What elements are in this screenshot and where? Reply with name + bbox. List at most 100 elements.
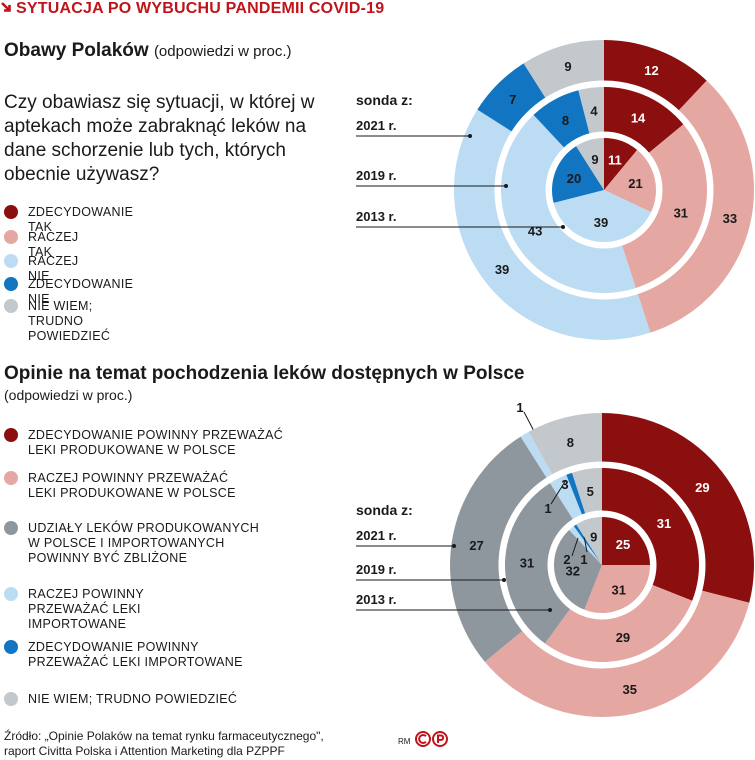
chart1-subtitle: (odpowiedzi w proc.) (153, 43, 292, 60)
chart2-legend: ZDECYDOWANIE POWINNY PRZEWAŻAĆ LEKI PROD… (4, 428, 334, 708)
chart2-subtitle: (odpowiedzi w proc.) (4, 387, 133, 403)
legend-label: RACZEJ POWINNY PRZEWAŻAĆ LEKI IMPORTOWAN… (28, 587, 144, 631)
pie-slice (528, 413, 602, 476)
chart1-title: Obawy Polaków (odpowiedzi w proc.) (4, 40, 292, 62)
legend-swatch (4, 428, 18, 442)
slice-value-label: 12 (644, 63, 658, 78)
pie-slice (449, 436, 548, 662)
ring-separator (547, 510, 657, 620)
source-line-1: Źródło: „Opinie Polaków na temat rynku f… (4, 729, 324, 743)
slice-value-label: 9 (590, 529, 597, 544)
slice-value-label: 21 (628, 176, 642, 191)
slice-value-label: 8 (562, 113, 569, 128)
legend-swatch (4, 521, 18, 535)
pie-slice (500, 114, 636, 294)
legend-label: ZDECYDOWANIE POWINNY PRZEWAŻAĆ LEKI IMPO… (28, 640, 243, 669)
legend-label: RACZEJ POWINNY PRZEWAŻAĆ LEKI PRODUKOWAN… (28, 471, 236, 500)
slice-value-label: 1 (516, 400, 523, 415)
legend-swatch (4, 587, 18, 601)
pie-slice (576, 138, 604, 190)
slice-value-label: 39 (495, 262, 509, 277)
pie-slice (566, 472, 586, 516)
slice-value-label: 39 (594, 215, 608, 230)
year-leader-dot (502, 578, 506, 582)
chart1-question: Czy obawiasz się sytuacji, w której w ap… (4, 92, 315, 185)
slice-value-label: 5 (587, 484, 594, 499)
slice-value-label: 31 (674, 205, 688, 220)
legend-label: ZDECYDOWANIE NIE (28, 277, 134, 306)
slice-leader-line (571, 537, 579, 557)
year-label: 2013 r. (356, 209, 397, 224)
slice-value-label: 14 (631, 111, 646, 126)
pie-slice (520, 431, 553, 479)
pie-slice (602, 413, 754, 603)
slice-value-label: 4 (590, 104, 598, 119)
year-label: 2013 r. (356, 592, 397, 607)
ring-separator (545, 131, 663, 249)
slice-value-label: 27 (469, 538, 483, 553)
slice-value-label: 9 (591, 152, 598, 167)
year-leader-dot (561, 225, 565, 229)
legend-label: NIE WIEM; TRUDNO POWIEDZIEĆ (28, 299, 111, 343)
pie-slice (453, 109, 651, 341)
pie-slice (604, 138, 638, 190)
slice-value-label: 43 (528, 224, 542, 239)
slice-value-label: 8 (567, 435, 574, 450)
legend-label: RACZEJ TAK (28, 230, 79, 259)
slice-value-label: 33 (723, 211, 737, 226)
slice-value-label: 9 (564, 59, 571, 74)
chart1-legend: ZDECYDOWANIE TAK RACZEJ TAK RACZEJ NIE Z… (4, 205, 324, 343)
slice-value-label: 11 (608, 153, 622, 168)
author-initials: RM (398, 737, 411, 746)
year-label: 2019 r. (356, 168, 397, 183)
pie-slice (604, 40, 707, 112)
slice-value-label: 31 (520, 556, 534, 571)
pie-slice (533, 90, 590, 149)
legend-swatch (4, 640, 18, 654)
year-leader-dot (548, 608, 552, 612)
legend-label: RACZEJ NIE (28, 254, 79, 283)
pie-slice (553, 190, 652, 242)
pie-slice (576, 517, 602, 565)
arrow-down-right-icon (1, 2, 11, 12)
cp-logo-icon (415, 731, 448, 747)
sonda-label: sonda z: (356, 92, 413, 108)
pie-slice (602, 517, 650, 565)
slice-value-label: 1 (580, 552, 587, 567)
slice-leader-line (583, 535, 588, 553)
year-leader-dot (468, 134, 472, 138)
legend-label: ZDECYDOWANIE TAK (28, 205, 134, 234)
pie-slice (550, 474, 583, 521)
pie-slice (584, 565, 650, 613)
slice-value-label: 32 (566, 564, 580, 579)
source-note: Źródło: „Opinie Polaków na temat rynku f… (4, 729, 324, 759)
pie-slice (523, 40, 604, 99)
slice-leader-line (550, 479, 567, 505)
slice-value-label: 25 (616, 537, 630, 552)
pie-slice (602, 468, 699, 601)
year-label: 2019 r. (356, 562, 397, 577)
slice-value-label: 20 (567, 171, 581, 186)
year-label: 2021 r. (356, 118, 397, 133)
chart1-title-text: Obawy Polaków (4, 40, 149, 61)
chart2-title: Opinie na temat pochodzenia leków dostęp… (4, 363, 525, 384)
source-line-2: raport Civitta Polska i Attention Market… (4, 744, 285, 758)
pie-slice (604, 149, 657, 213)
slice-value-label: 31 (611, 583, 625, 598)
pie-slice (578, 87, 604, 135)
pie-slice (504, 483, 574, 644)
year-leader-dot (452, 544, 456, 548)
ring-separator (494, 80, 714, 300)
pie-slice (621, 124, 707, 288)
pie-slice (637, 80, 754, 333)
slice-value-label: 35 (622, 682, 636, 697)
legend-swatch (4, 299, 18, 313)
legend-swatch (4, 254, 18, 268)
pie-slice (484, 590, 750, 717)
legend-swatch (4, 692, 18, 706)
slice-value-label: 31 (657, 516, 671, 531)
pie-slice (554, 530, 602, 610)
year-label: 2021 r. (356, 528, 397, 543)
pie-slice (552, 146, 604, 203)
slice-value-label: 1 (544, 501, 551, 516)
